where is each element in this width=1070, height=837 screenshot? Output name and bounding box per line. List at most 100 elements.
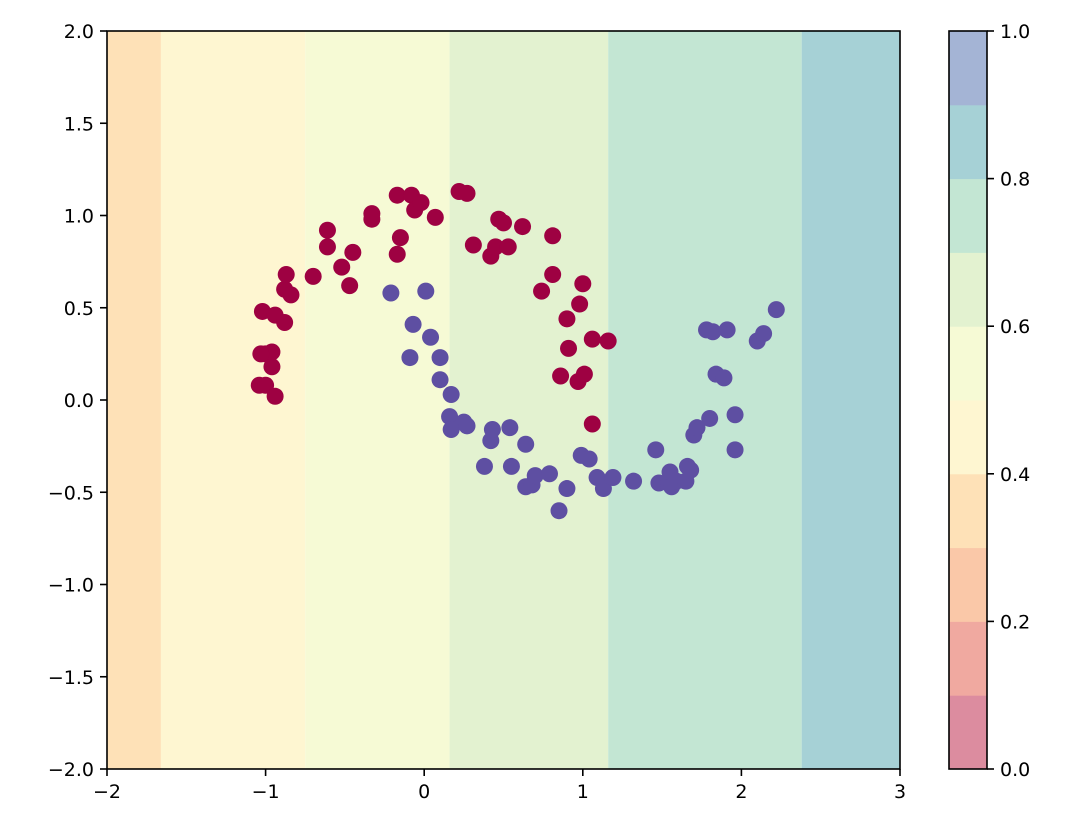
- point-class-0-23: [388, 186, 406, 204]
- point-class-0-36: [514, 218, 532, 236]
- point-class-1-30: [647, 441, 665, 459]
- point-class-0-1: [257, 376, 275, 394]
- point-class-1-6: [431, 371, 449, 389]
- point-class-1-29: [625, 472, 643, 490]
- colorbar-tick-label: 0.6: [1000, 316, 1030, 338]
- point-class-0-35: [499, 238, 517, 256]
- point-class-0-40: [558, 310, 576, 328]
- point-class-0-14: [318, 238, 336, 256]
- x-tick-label: 0: [418, 781, 430, 803]
- point-class-0-29: [458, 184, 476, 202]
- point-class-0-12: [277, 266, 295, 284]
- y-tick-label: 1.5: [64, 113, 94, 135]
- point-class-0-9: [276, 314, 294, 332]
- point-class-1-2: [404, 315, 422, 333]
- point-class-1-23: [558, 480, 576, 498]
- point-class-1-21: [540, 465, 558, 483]
- colorbar-tick-label: 0.4: [1000, 464, 1030, 486]
- point-class-1-50: [755, 325, 773, 343]
- point-class-0-22: [391, 229, 409, 247]
- point-class-1-14: [483, 421, 501, 439]
- point-class-1-1: [417, 282, 435, 300]
- point-class-0-13: [304, 267, 322, 285]
- x-axis: −2 −1 0 1 2 3: [93, 769, 906, 803]
- point-class-0-27: [426, 208, 444, 226]
- point-class-1-12: [475, 457, 493, 475]
- data-points: [250, 183, 785, 520]
- x-tick-label: 3: [894, 781, 906, 803]
- y-tick-label: 0.0: [64, 390, 94, 412]
- colorbar-segment-2: [949, 547, 987, 622]
- y-axis: −2.0 −1.5 −1.0 −0.5 0.0 0.5 1.0 1.5 2.0: [48, 21, 107, 781]
- y-tick-label: 1.0: [64, 206, 94, 228]
- region-band-2: [305, 31, 450, 769]
- point-class-1-0: [382, 284, 400, 302]
- point-class-0-49: [583, 415, 601, 433]
- colorbar-segment-4: [949, 400, 987, 475]
- y-tick-label: 0.5: [64, 298, 94, 320]
- colorbar-frame: [948, 30, 988, 770]
- x-tick-label: −1: [252, 781, 280, 803]
- point-class-1-47: [726, 406, 744, 424]
- point-class-1-43: [704, 323, 722, 341]
- point-class-1-51: [767, 301, 785, 319]
- point-class-0-37: [533, 282, 551, 300]
- point-class-0-43: [560, 339, 578, 357]
- colorbar-segment-6: [949, 252, 987, 327]
- point-class-0-17: [341, 277, 359, 295]
- point-class-1-5: [431, 349, 449, 367]
- colorbar-tick-label: 0.8: [1000, 169, 1030, 191]
- point-class-1-11: [458, 417, 476, 435]
- point-class-1-3: [422, 328, 440, 346]
- point-class-1-17: [517, 435, 535, 453]
- colorbar-segment-1: [949, 621, 987, 696]
- x-tick-label: 1: [577, 781, 589, 803]
- point-class-0-41: [571, 295, 589, 313]
- x-tick-label: 2: [735, 781, 747, 803]
- region-band-1: [160, 31, 306, 769]
- y-tick-label: 2.0: [64, 21, 94, 43]
- point-class-0-30: [464, 236, 482, 254]
- point-class-0-48: [599, 332, 617, 350]
- colorbar-tick-label: 1.0: [1000, 21, 1030, 43]
- point-class-1-4: [401, 349, 419, 367]
- point-class-0-3: [263, 358, 281, 376]
- point-class-0-38: [544, 227, 562, 245]
- point-class-1-27: [594, 480, 612, 498]
- y-tick-label: −2.0: [48, 759, 94, 781]
- x-tick-label: −2: [93, 781, 121, 803]
- point-class-0-42: [574, 275, 592, 293]
- point-class-0-20: [363, 205, 381, 223]
- point-class-1-48: [726, 441, 744, 459]
- colorbar-segment-8: [949, 104, 987, 180]
- point-class-1-9: [442, 421, 460, 439]
- point-class-0-21: [388, 245, 406, 263]
- point-class-1-45: [715, 369, 733, 387]
- colorbar-tick-label: 0.2: [1000, 611, 1030, 633]
- point-class-0-15: [318, 221, 336, 239]
- point-class-0-47: [583, 330, 601, 348]
- point-class-1-25: [580, 450, 598, 468]
- point-class-0-44: [552, 367, 570, 385]
- colorbar-segment-7: [949, 178, 987, 253]
- y-tick-label: −1.0: [48, 575, 94, 597]
- y-tick-label: −1.5: [48, 667, 94, 689]
- region-band-0: [107, 31, 161, 769]
- y-tick-label: −0.5: [48, 482, 94, 504]
- point-class-1-16: [502, 457, 520, 475]
- region-band-3: [449, 31, 609, 769]
- point-class-1-40: [688, 419, 706, 437]
- region-band-4: [608, 31, 802, 769]
- region-band-5: [801, 31, 900, 769]
- point-class-0-34: [495, 214, 512, 232]
- point-class-0-46: [575, 365, 593, 383]
- decision-regions: [107, 31, 900, 769]
- point-class-1-42: [701, 409, 719, 427]
- point-class-0-32: [487, 238, 505, 256]
- point-class-1-28: [604, 468, 622, 486]
- point-class-1-7: [442, 385, 460, 403]
- colorbar-segment-9: [949, 31, 987, 106]
- point-class-0-26: [412, 194, 430, 212]
- colorbar-tick-label: 0.0: [1000, 759, 1030, 781]
